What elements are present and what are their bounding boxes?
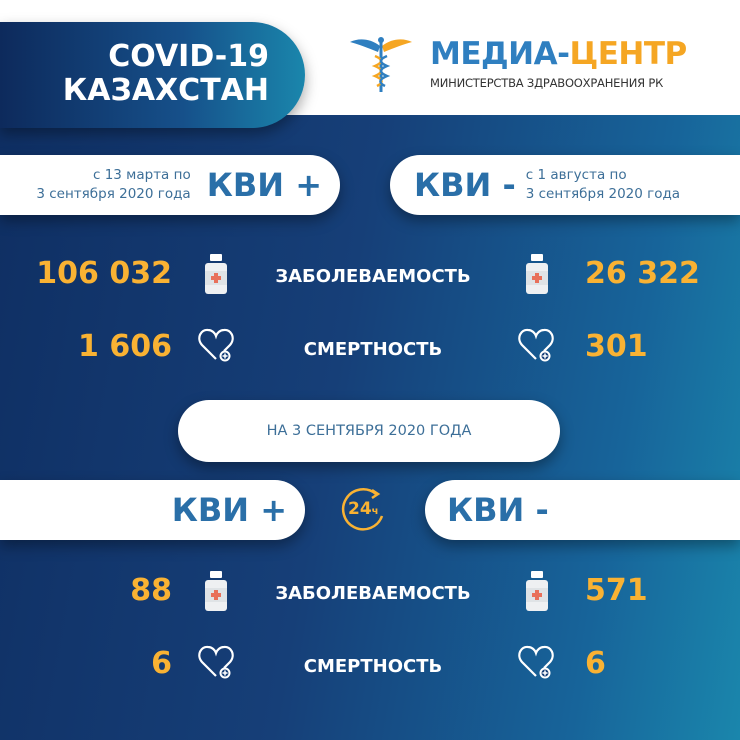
logo-part1: МЕДИА- [430, 36, 570, 72]
period-line2: 3 сентября 2020 года [36, 186, 191, 202]
kvi-minus-period-pill: КВИ - с 1 августа по 3 сентября 2020 года [390, 155, 740, 215]
kvi-plus-period-pill: с 13 марта по 3 сентября 2020 года КВИ + [0, 155, 340, 215]
date-pill: НА 3 СЕНТЯБРЯ 2020 ГОДА [178, 400, 560, 462]
kvi-minus-value: 301 [585, 329, 648, 364]
daily-kvi-plus-pill: КВИ + [0, 480, 305, 540]
kvi-plus-value: 88 [130, 573, 172, 608]
kvi-plus-label: КВИ + [206, 166, 322, 204]
kvi-plus-value: 6 [151, 646, 172, 681]
logo-part2: ЦЕНТР [569, 36, 687, 72]
period-line2: 3 сентября 2020 года [525, 186, 681, 202]
kvi-minus-value: 6 [585, 646, 606, 681]
kvi-plus-value: 106 032 [36, 256, 172, 291]
title-line1: COVID-19 [108, 39, 269, 74]
metric-label: СМЕРТНОСТЬ [303, 656, 443, 677]
logo-text: МЕДИА-ЦЕНТР [430, 36, 687, 72]
daily-kvi-plus-label: КВИ + [171, 491, 287, 529]
title-line2: КАЗАХСТАН [62, 73, 269, 108]
24h-clock-icon: 24ч [338, 486, 390, 534]
period-line1: с 1 августа по [525, 167, 627, 183]
daily-kvi-minus-pill: КВИ - [425, 480, 740, 540]
kvi-minus-label: КВИ - [414, 166, 516, 204]
metric-label: СМЕРТНОСТЬ [303, 339, 443, 360]
title-banner: COVID-19 КАЗАХСТАН [0, 22, 305, 128]
daily-kvi-minus-label: КВИ - [447, 491, 549, 529]
caduceus-icon [350, 37, 412, 92]
24h-badge: 24 [348, 499, 372, 519]
medicine-bottle-icon [526, 254, 548, 298]
heart-plus-icon [198, 644, 236, 684]
metric-label: ЗАБОЛЕВАЕМОСТЬ [275, 583, 471, 604]
heart-plus-icon [518, 327, 556, 367]
24h-badge-unit: ч [371, 506, 379, 517]
kvi-minus-value: 26 322 [585, 256, 700, 291]
kvi-minus-value: 571 [585, 573, 648, 608]
medicine-bottle-icon [526, 571, 548, 615]
date-label: НА 3 СЕНТЯБРЯ 2020 ГОДА [266, 423, 472, 439]
medicine-bottle-icon [205, 254, 227, 298]
heart-plus-icon [518, 644, 556, 684]
logo-subtitle: МИНИСТЕРСТВА ЗДРАВООХРАНЕНИЯ РК [430, 76, 664, 90]
medicine-bottle-icon [205, 571, 227, 615]
heart-plus-icon [198, 327, 236, 367]
metric-label: ЗАБОЛЕВАЕМОСТЬ [275, 266, 471, 287]
kvi-plus-value: 1 606 [78, 329, 172, 364]
period-line1: с 13 марта по [92, 167, 191, 183]
